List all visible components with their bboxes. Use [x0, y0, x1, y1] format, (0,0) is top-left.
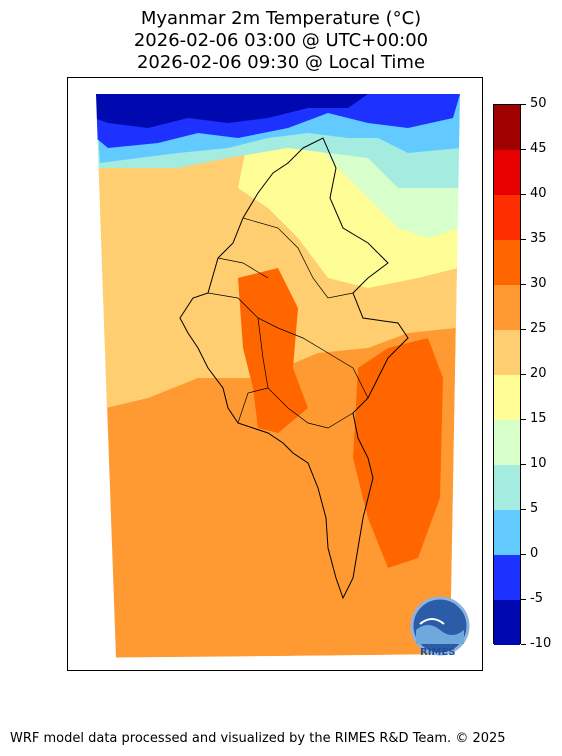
field-hot-central — [238, 268, 308, 433]
footer-credit: WRF model data processed and visualized … — [10, 731, 506, 746]
colorbar-segment — [494, 600, 520, 645]
colorbar-tick-label: 40 — [530, 186, 547, 201]
title-line-2: 2026-02-06 03:00 @ UTC+00:00 — [133, 30, 429, 51]
title-line-1: Myanmar 2m Temperature (°C) — [140, 8, 422, 29]
colorbar-tick — [521, 238, 526, 240]
colorbar-segment — [494, 195, 520, 240]
colorbar-tick — [521, 598, 526, 600]
colorbar-tick — [521, 418, 526, 420]
domain-edge-bottom — [68, 654, 482, 670]
map-frame — [67, 77, 483, 671]
colorbar-tick — [521, 103, 526, 105]
colorbar-tick — [521, 148, 526, 150]
colorbar-tick — [521, 553, 526, 555]
colorbar-segment — [494, 105, 520, 150]
colorbar-tick-label: 35 — [530, 231, 547, 246]
domain-edge-top — [68, 78, 482, 94]
colorbar-segment — [494, 285, 520, 330]
colorbar-tick-label: 30 — [530, 276, 547, 291]
colorbar-segment — [494, 150, 520, 195]
colorbar-segment — [494, 375, 520, 420]
rimes-logo-icon — [410, 596, 470, 656]
colorbar-segment — [494, 465, 520, 510]
colorbar-segment — [494, 420, 520, 465]
colorbar-segment — [494, 510, 520, 555]
colorbar-tick-label: 25 — [530, 321, 547, 336]
colorbar-tick-label: 50 — [530, 96, 547, 111]
colorbar-segment — [494, 240, 520, 285]
colorbar-tick — [521, 328, 526, 330]
domain-edge-left — [68, 78, 116, 670]
colorbar-segment — [494, 555, 520, 600]
colorbar-tick — [521, 193, 526, 195]
colorbar — [493, 104, 521, 645]
colorbar-tick-label: 5 — [530, 501, 539, 516]
colorbar-tick — [521, 643, 526, 645]
colorbar-tick-label: 15 — [530, 411, 547, 426]
colorbar-tick — [521, 283, 526, 285]
domain-edge-right — [450, 78, 482, 670]
colorbar-tick — [521, 373, 526, 375]
title-line-3: 2026-02-06 09:30 @ Local Time — [136, 52, 426, 73]
temperature-map — [68, 78, 482, 670]
colorbar-tick — [521, 508, 526, 510]
state-boundaries — [207, 217, 369, 429]
colorbar-tick-label: -10 — [530, 636, 552, 651]
colorbar-segment — [494, 330, 520, 375]
colorbar-tick-label: 20 — [530, 366, 547, 381]
field-hot-east — [353, 338, 443, 568]
colorbar-tick-label: 10 — [530, 456, 547, 471]
colorbar-tick-label: -5 — [530, 591, 543, 606]
colorbar-tick-label: 0 — [530, 546, 539, 561]
rimes-logo-text: RIMES — [420, 647, 456, 658]
colorbar-tick-label: 45 — [530, 141, 547, 156]
field-dark-blue — [94, 94, 368, 128]
colorbar-tick — [521, 463, 526, 465]
